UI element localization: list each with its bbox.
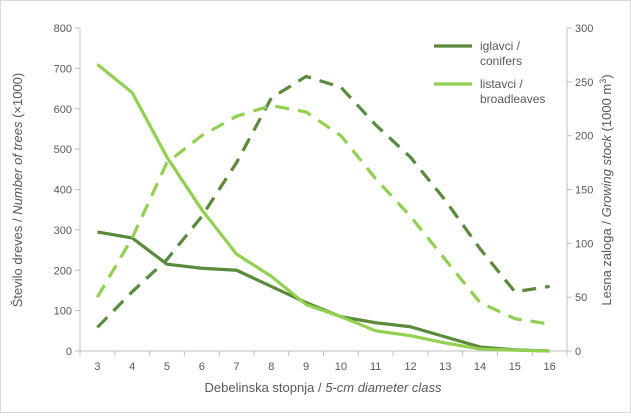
y-right-tick-label: 100 — [575, 238, 593, 250]
y-right-tick-label: 0 — [575, 346, 581, 358]
x-tick-label: 11 — [370, 361, 381, 373]
y-axis-left-label: Število dreves / Number of trees (×1000) — [10, 73, 25, 308]
y-axis-right-label-suffix-pre: (1000 m — [599, 84, 614, 135]
x-tick-label: 15 — [509, 361, 521, 373]
y-axis-right-label: Lesna zaloga / Growing stock (1000 m3) — [598, 74, 614, 305]
x-tick-label: 4 — [129, 361, 135, 373]
y-left-tick-label: 100 — [54, 306, 72, 318]
x-tick-label: 7 — [233, 361, 239, 373]
x-tick-label: 14 — [474, 361, 486, 373]
y-right-tick-label: 200 — [575, 131, 593, 143]
y-axis-left-label-suffix: (×1000) — [10, 73, 25, 122]
x-tick-label: 5 — [164, 361, 170, 373]
y-axis-right-label-italic: Growing stock — [599, 134, 614, 218]
legend-label-broadleaves-line1: listavci / — [480, 77, 523, 91]
y-axis-right-label-suffix-post: ) — [599, 74, 614, 78]
y-right-tick-label: 250 — [575, 77, 593, 89]
y-left-tick-label: 500 — [54, 144, 72, 156]
y-left-tick-label: 400 — [54, 185, 72, 197]
y-left-tick-label: 600 — [54, 104, 72, 116]
x-tick-label: 12 — [404, 361, 416, 373]
x-tick-label: 16 — [543, 361, 555, 373]
x-tick-label: 3 — [94, 361, 100, 373]
y-axis-left-label-plain: Število dreves / — [10, 215, 25, 308]
y-left-tick-label: 200 — [54, 265, 72, 277]
y-right-tick-label: 50 — [575, 292, 587, 304]
x-axis-label: Debelinska stopnja / 5-cm diameter class — [205, 380, 442, 395]
x-axis-label-plain: Debelinska stopnja / — [205, 380, 326, 395]
y-left-tick-label: 300 — [54, 225, 72, 237]
legend-label-conifers-line2: conifers — [480, 54, 522, 68]
x-axis-label-italic: 5-cm diameter class — [325, 380, 442, 395]
legend-label-conifers-line1: iglavci / — [480, 39, 521, 53]
x-tick-label: 9 — [303, 361, 309, 373]
x-tick-label: 13 — [439, 361, 451, 373]
x-tick-label: 10 — [335, 361, 347, 373]
y-axis-left-label-italic: Number of trees — [10, 121, 25, 215]
y-right-tick-label: 150 — [575, 185, 593, 197]
y-left-tick-label: 0 — [66, 346, 72, 358]
x-tick-label: 8 — [268, 361, 274, 373]
legend-label-broadleaves-line2: broadleaves — [480, 92, 545, 106]
y-left-tick-label: 700 — [54, 63, 72, 75]
x-tick-label: 6 — [199, 361, 205, 373]
y-axis-right-label-plain: Lesna zaloga / — [599, 217, 614, 305]
y-right-tick-label: 300 — [575, 23, 593, 35]
y-left-tick-label: 800 — [54, 23, 72, 35]
